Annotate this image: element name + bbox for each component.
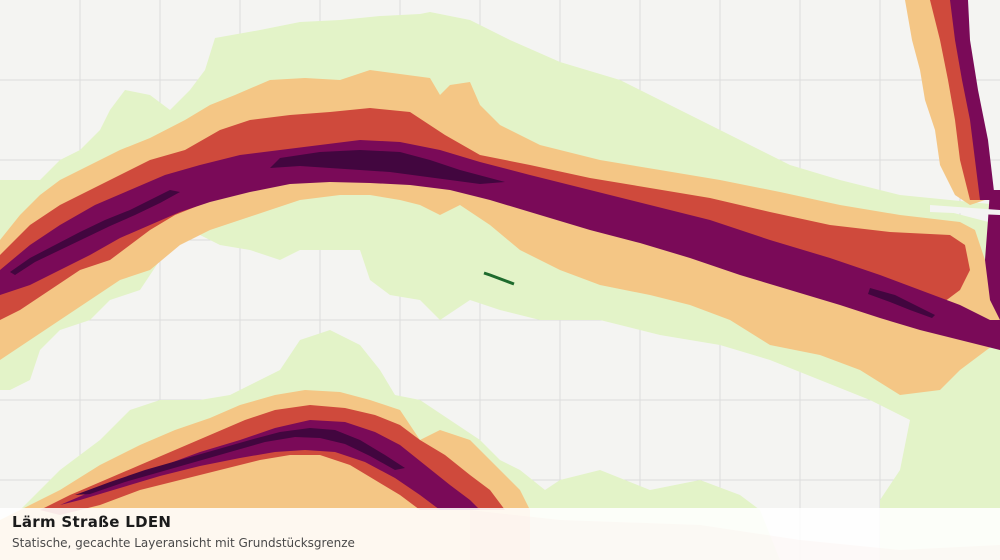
map-subtitle: Statische, gecachte Layeransicht mit Gru… bbox=[12, 536, 355, 550]
parcel-boundary[interactable] bbox=[483, 271, 515, 286]
map-title: Lärm Straße LDEN bbox=[12, 513, 172, 531]
map-caption-panel bbox=[0, 508, 1000, 560]
map-gaps bbox=[730, 30, 1000, 215]
noise-zone-highest bbox=[10, 150, 935, 495]
